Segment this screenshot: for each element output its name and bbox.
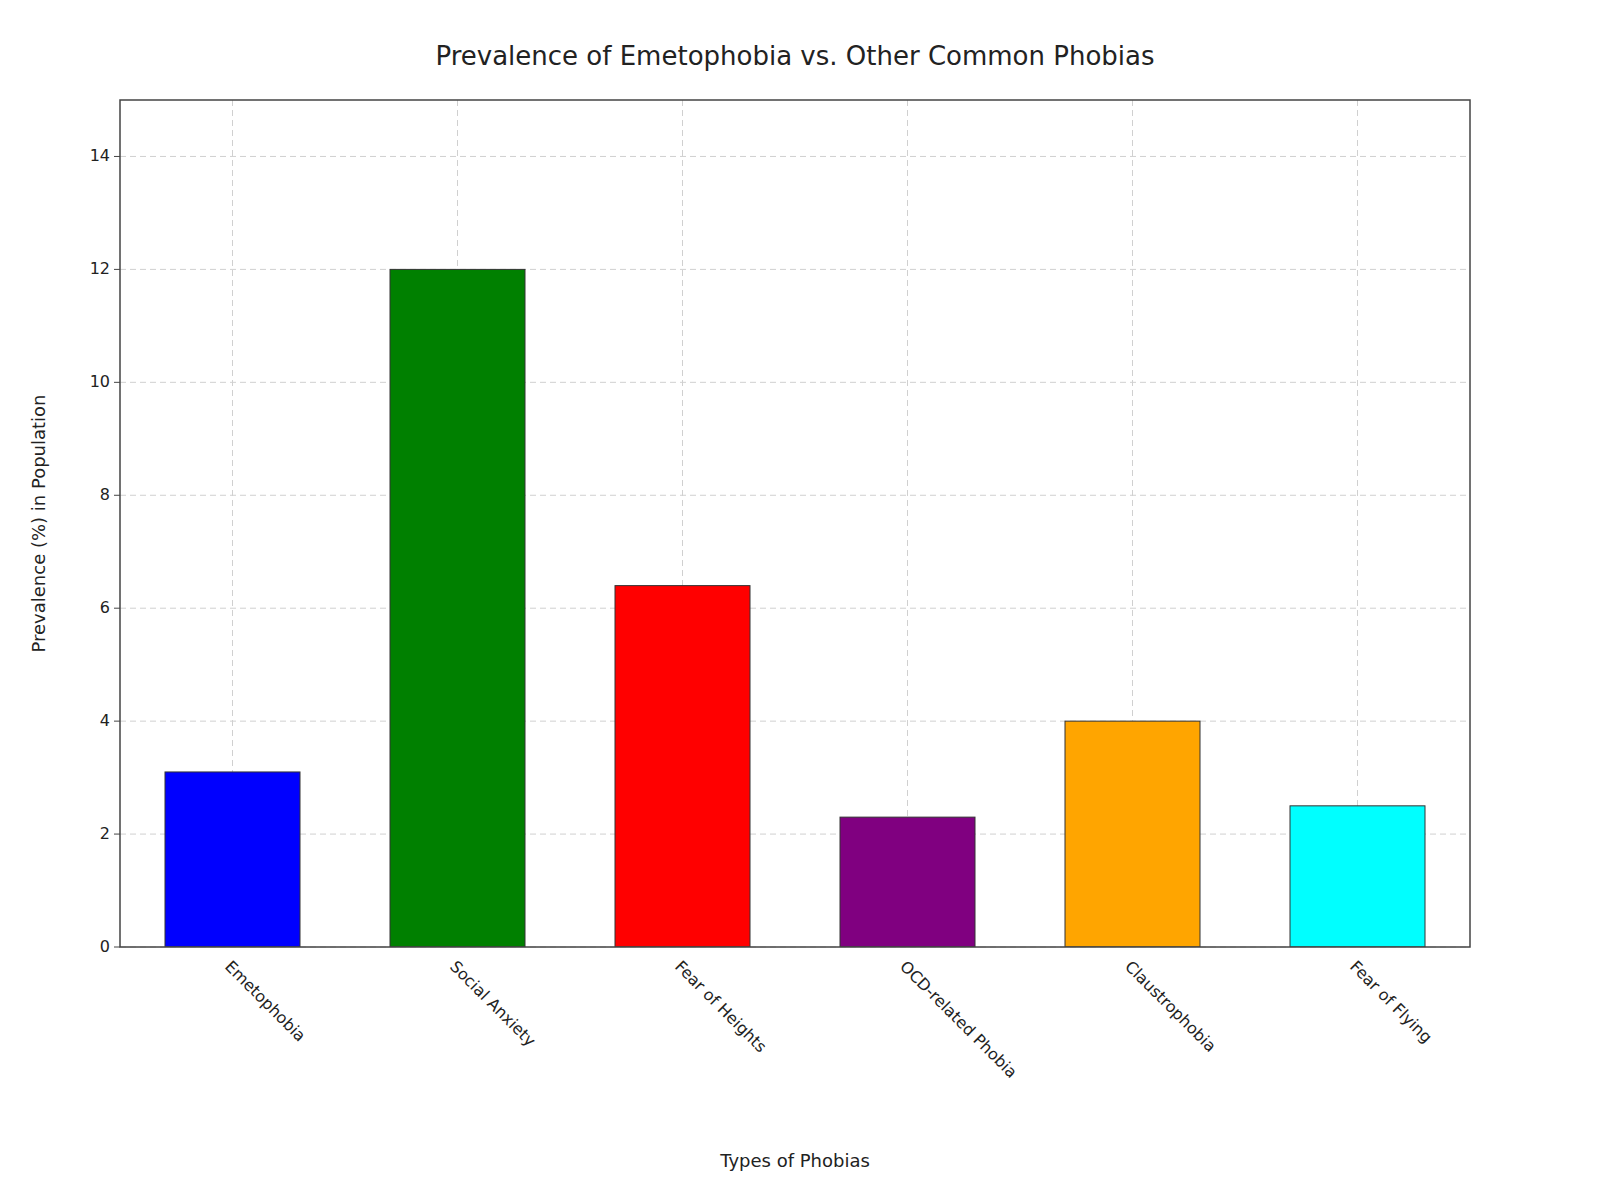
bar [390,269,525,947]
bar [840,817,975,947]
bar [1290,806,1425,947]
x-tick-label: Emetophobia [221,957,309,1045]
y-grid-line [120,834,1470,835]
y-grid-line [120,269,1470,270]
y-tick-label: 4 [100,711,110,730]
y-axis: 0 2 4 6 8 10 12 14 [90,146,120,956]
y-grid-line [120,156,1470,157]
grid [120,100,1470,947]
chart-svg: 0 2 4 6 8 10 12 14 Emetophobia Social Anxiety Fear… [0,0,1600,1197]
bar [1065,721,1200,947]
y-tick-label: 8 [100,485,110,504]
chart-container: 0 2 4 6 8 10 12 14 Emetophobia Social Anxiety Fear… [0,0,1600,1197]
x-axis: Emetophobia Social Anxiety Fear of Heights… [221,957,1436,1082]
x-tick-label: Fear of Flying [1346,957,1436,1047]
y-grid-line [120,608,1470,609]
title: Prevalence of Emetophobia vs. Other Comm… [435,41,1154,71]
bar [615,586,750,947]
bars [165,269,1425,947]
x-tick-label: Social Anxiety [446,957,539,1050]
y-tick [114,834,120,835]
y-axis-label: Prevalence (%) in Population [28,394,49,652]
bar [165,772,300,947]
x-tick-label: Fear of Heights [671,957,770,1056]
y-tick-label: 10 [90,372,110,391]
y-grid-line [120,721,1470,722]
y-tick [114,721,120,722]
y-tick [114,156,120,157]
y-tick-label: 2 [100,824,110,843]
y-tick [114,947,120,948]
y-tick-label: 12 [90,259,110,278]
y-tick [114,608,120,609]
x-axis-label: Types of Phobias [719,1150,870,1171]
y-tick-label: 14 [90,146,110,165]
y-tick-label: 6 [100,598,110,617]
y-grid-line [120,495,1470,496]
y-grid-line [120,382,1470,383]
x-tick-label: OCD-related Phobia [896,957,1021,1082]
x-tick-label: Claustrophobia [1121,957,1220,1056]
y-tick [114,269,120,270]
plot-frame [120,100,1470,947]
y-tick [114,495,120,496]
y-tick-label: 0 [100,937,110,956]
y-tick [114,382,120,383]
